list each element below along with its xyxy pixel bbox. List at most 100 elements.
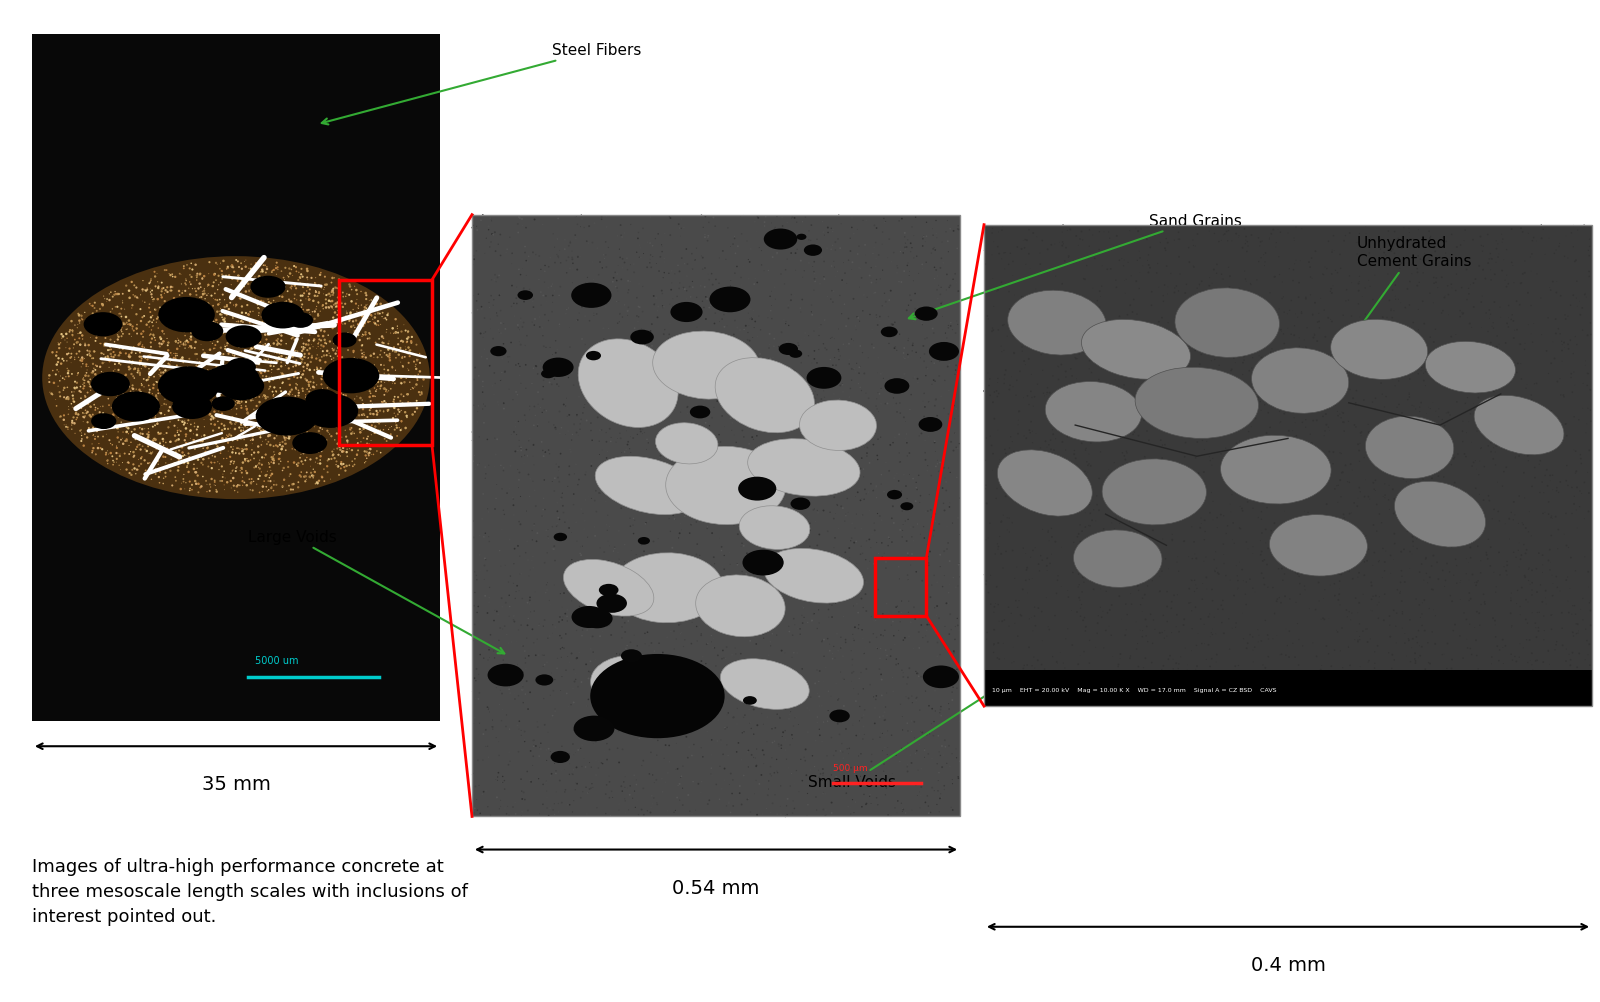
Point — [173, 453, 198, 469]
Point — [1190, 428, 1216, 444]
Point — [715, 603, 741, 619]
Point — [280, 331, 306, 347]
Point — [1139, 298, 1165, 314]
Point — [520, 245, 546, 262]
Point — [246, 375, 272, 391]
Point — [291, 303, 317, 319]
Point — [123, 429, 149, 445]
Point — [758, 474, 784, 490]
Point — [798, 305, 824, 321]
Point — [118, 301, 144, 317]
Point — [243, 460, 269, 476]
Point — [1064, 604, 1090, 620]
Point — [933, 732, 958, 748]
Point — [1251, 259, 1277, 275]
Point — [899, 756, 925, 772]
Point — [328, 313, 354, 329]
Point — [1034, 590, 1059, 606]
Point — [1154, 474, 1179, 490]
Point — [205, 319, 230, 335]
Point — [78, 366, 104, 382]
Point — [571, 750, 597, 767]
Point — [562, 466, 587, 482]
Point — [574, 271, 600, 287]
Point — [1027, 548, 1053, 564]
Point — [80, 427, 106, 443]
Point — [1424, 365, 1450, 381]
Point — [678, 747, 704, 764]
Point — [867, 729, 893, 745]
Point — [173, 448, 198, 464]
Point — [1477, 303, 1502, 319]
Point — [558, 562, 584, 578]
Point — [1062, 476, 1088, 492]
Point — [1110, 565, 1136, 581]
Point — [1451, 379, 1477, 395]
Point — [163, 319, 189, 335]
Point — [1312, 428, 1338, 444]
Point — [622, 325, 648, 341]
Point — [1389, 406, 1414, 422]
Point — [925, 283, 950, 299]
Point — [579, 607, 605, 623]
Point — [840, 626, 866, 642]
Point — [819, 646, 845, 662]
Point — [1232, 353, 1258, 369]
Point — [846, 621, 872, 637]
Point — [720, 581, 746, 597]
Point — [1238, 405, 1264, 421]
Point — [842, 535, 867, 551]
Point — [541, 284, 566, 300]
Point — [1384, 582, 1410, 598]
Point — [1354, 621, 1379, 637]
Point — [1221, 282, 1246, 298]
Point — [306, 329, 331, 345]
Point — [134, 427, 160, 443]
Point — [491, 652, 517, 668]
Point — [893, 479, 918, 495]
Point — [461, 372, 486, 388]
Point — [1074, 454, 1099, 470]
Point — [522, 399, 547, 415]
Point — [1344, 338, 1370, 354]
Point — [893, 431, 918, 447]
Point — [555, 649, 581, 665]
Point — [318, 299, 344, 315]
Point — [534, 784, 560, 800]
Point — [229, 314, 254, 330]
Point — [496, 481, 522, 497]
Point — [104, 396, 130, 412]
Point — [710, 481, 736, 497]
Point — [1296, 255, 1322, 271]
Point — [318, 276, 344, 292]
Point — [704, 446, 730, 462]
Point — [1142, 621, 1168, 637]
Point — [1182, 577, 1208, 593]
Point — [632, 499, 658, 515]
Point — [301, 334, 326, 350]
Point — [576, 381, 602, 397]
Point — [1384, 367, 1410, 383]
Point — [171, 456, 197, 472]
Point — [723, 744, 749, 761]
Point — [736, 760, 762, 776]
Point — [98, 305, 123, 321]
Point — [171, 414, 197, 430]
Point — [258, 325, 283, 341]
Point — [235, 337, 261, 353]
Point — [219, 453, 245, 469]
Point — [317, 289, 342, 305]
Point — [858, 271, 883, 287]
Point — [165, 348, 190, 364]
Point — [1112, 321, 1138, 337]
Point — [1379, 440, 1405, 456]
Point — [613, 564, 638, 580]
Point — [302, 276, 328, 292]
Point — [810, 634, 835, 650]
Point — [506, 357, 531, 373]
Point — [285, 370, 310, 386]
Point — [357, 331, 382, 347]
Point — [101, 345, 126, 361]
Point — [1387, 585, 1413, 601]
Point — [1035, 506, 1061, 522]
